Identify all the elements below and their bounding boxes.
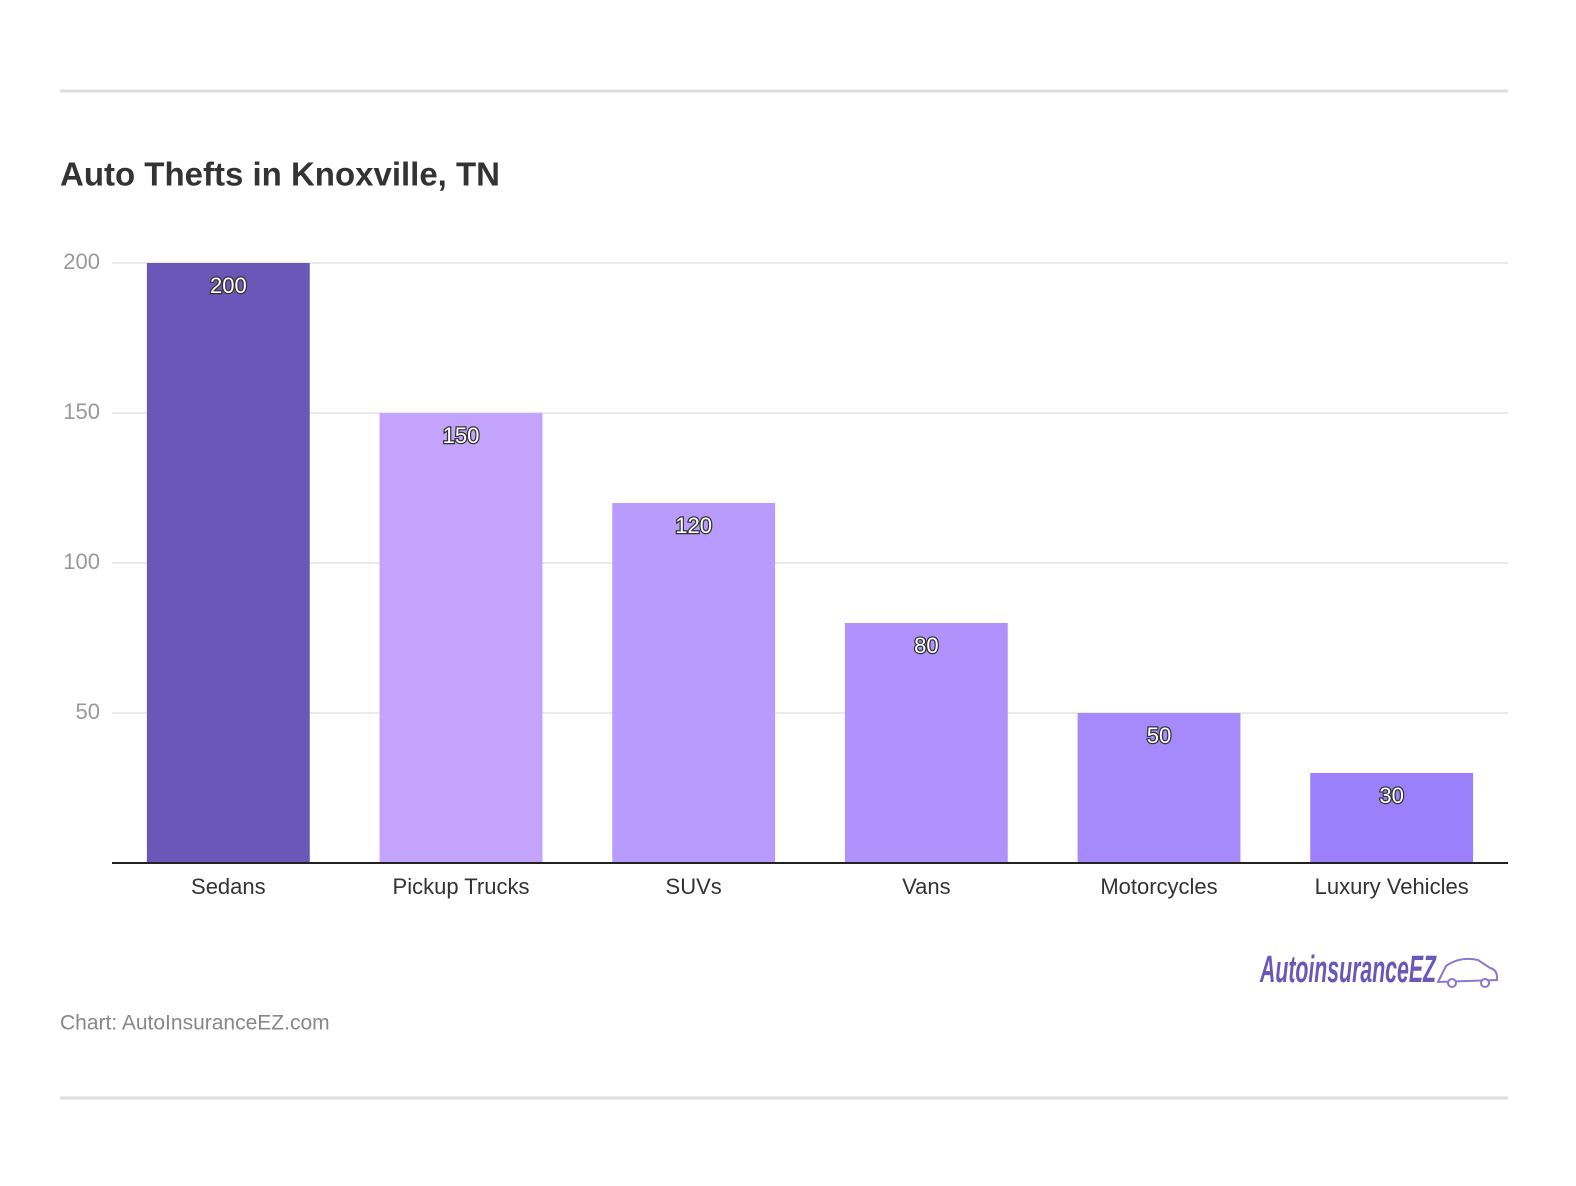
bar (1310, 773, 1474, 863)
y-tick-label: 50 (76, 699, 100, 724)
x-tick-label: Pickup Trucks (393, 874, 530, 899)
bar (612, 503, 776, 863)
source: Chart: AutoInsuranceEZ.com (60, 1012, 330, 1035)
chart-title: Auto Thefts in Knoxville, TN (60, 156, 500, 193)
logo-car (1436, 957, 1499, 984)
x-tick-label: Luxury Vehicles (1315, 874, 1469, 899)
value-label: 200 (210, 273, 247, 298)
x-tick-label: Sedans (191, 874, 266, 899)
bar (146, 263, 310, 863)
bar (844, 623, 1008, 863)
bar (379, 413, 543, 863)
x-tick-label: SUVs (666, 874, 722, 899)
x-tick-label: Vans (902, 874, 951, 899)
logo-wheel (1447, 978, 1457, 988)
y-tick-label: 200 (63, 249, 100, 274)
value-label: 120 (675, 513, 712, 538)
logo-wheel (1480, 978, 1490, 988)
value-label: 80 (914, 633, 938, 658)
value-label: 30 (1379, 783, 1403, 808)
value-label: 150 (443, 423, 480, 448)
bar (1077, 713, 1241, 863)
logo: AutoinsuranceEZ (1259, 949, 1437, 991)
x-tick-label: Motorcycles (1100, 874, 1217, 899)
y-tick-label: 100 (63, 549, 100, 574)
value-label: 50 (1147, 723, 1171, 748)
y-tick-label: 150 (63, 399, 100, 424)
